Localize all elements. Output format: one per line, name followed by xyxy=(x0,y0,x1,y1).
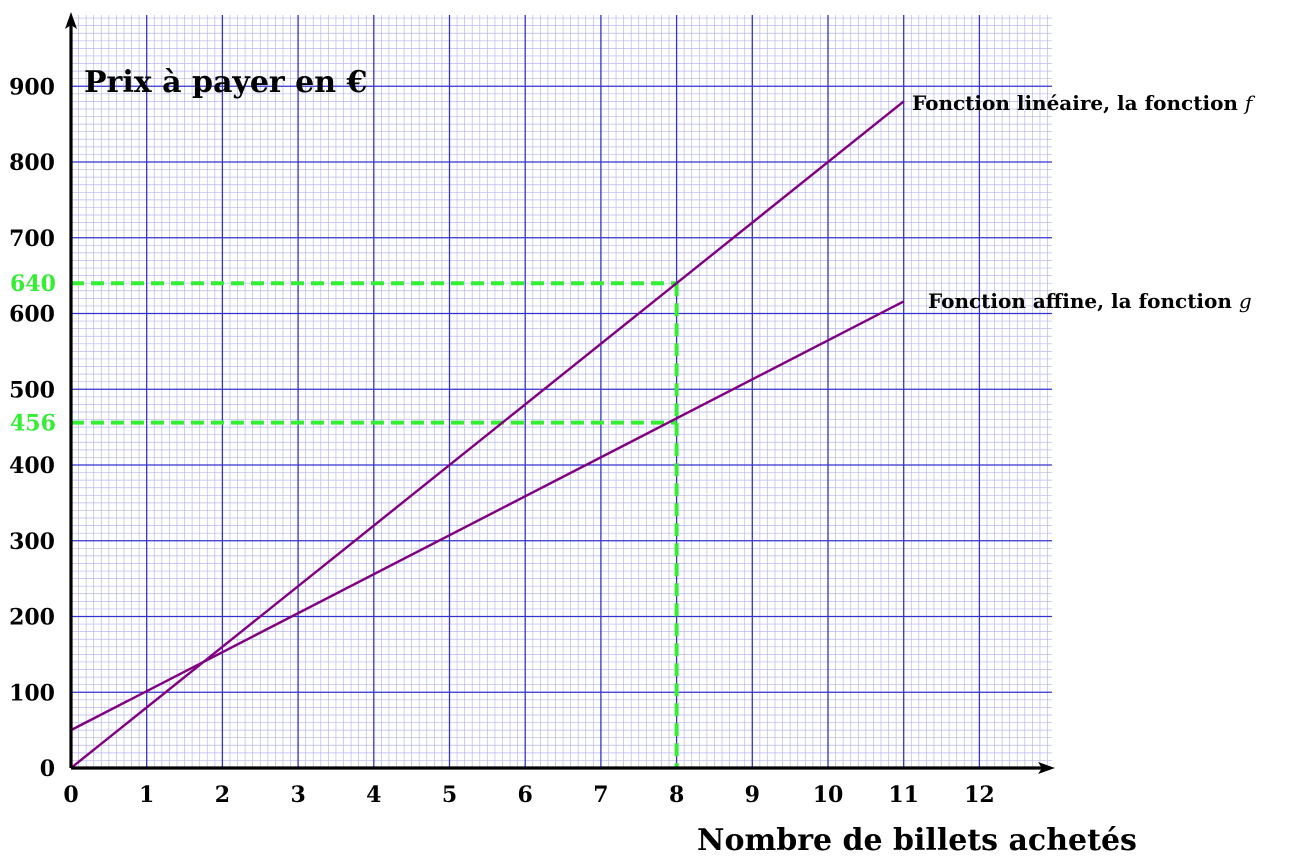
y-tick-labels: 640 456 0 100 200 300 400 500 600 700 800 900 xyxy=(9,74,56,782)
x-tick-label: 1 xyxy=(139,782,154,808)
series-line-g xyxy=(70,300,905,732)
series-label-f-var: f xyxy=(1243,91,1256,115)
ref-value-label: 456 xyxy=(10,411,56,437)
y-tick-label: 500 xyxy=(9,377,55,403)
ref-value-label: 640 xyxy=(10,271,56,297)
major-gridlines xyxy=(71,15,1052,768)
y-axis-arrow xyxy=(65,12,77,29)
x-tick-label: 5 xyxy=(442,782,457,808)
series-lines xyxy=(70,100,905,769)
reference-lines xyxy=(71,281,679,768)
x-tick-label: 9 xyxy=(745,782,760,808)
y-tick-label: 400 xyxy=(9,453,55,479)
x-tick-label: 0 xyxy=(63,782,78,808)
x-axis-label: Nombre de billets achetés xyxy=(697,823,1137,858)
minor-gridlines xyxy=(71,15,1052,768)
y-tick-label: 0 xyxy=(40,756,55,782)
series-line-f xyxy=(70,100,905,769)
y-tick-label: 100 xyxy=(9,680,55,706)
series-label-g-text: Fonction affine, la fonction xyxy=(928,289,1239,313)
y-tick-label: 300 xyxy=(9,529,55,555)
x-tick-label: 12 xyxy=(964,782,995,808)
x-tick-label: 11 xyxy=(888,782,919,808)
x-tick-label: 10 xyxy=(813,782,844,808)
y-tick-label: 200 xyxy=(9,605,55,631)
x-tick-labels: 0 1 2 3 4 5 6 7 8 9 10 11 12 xyxy=(63,782,994,808)
y-tick-label: 700 xyxy=(9,226,55,252)
x-tick-label: 8 xyxy=(669,782,684,808)
series-label-f-text: Fonction linéaire, la fonction xyxy=(912,91,1245,115)
x-tick-label: 7 xyxy=(593,782,608,808)
series-label-f: Fonction linéaire, la fonction f xyxy=(912,91,1256,115)
y-tick-label: 600 xyxy=(9,302,55,328)
axes xyxy=(65,12,1055,774)
series-label-g-var: g xyxy=(1239,289,1252,313)
x-tick-label: 4 xyxy=(366,782,381,808)
x-tick-label: 2 xyxy=(215,782,230,808)
x-axis-arrow xyxy=(1038,762,1055,774)
x-tick-label: 6 xyxy=(518,782,533,808)
y-tick-label: 900 xyxy=(9,74,55,100)
x-tick-label: 3 xyxy=(290,782,305,808)
series-label-g: Fonction affine, la fonction g xyxy=(928,289,1252,313)
y-tick-label: 800 xyxy=(9,150,55,176)
y-axis-label: Prix à payer en € xyxy=(84,65,367,100)
